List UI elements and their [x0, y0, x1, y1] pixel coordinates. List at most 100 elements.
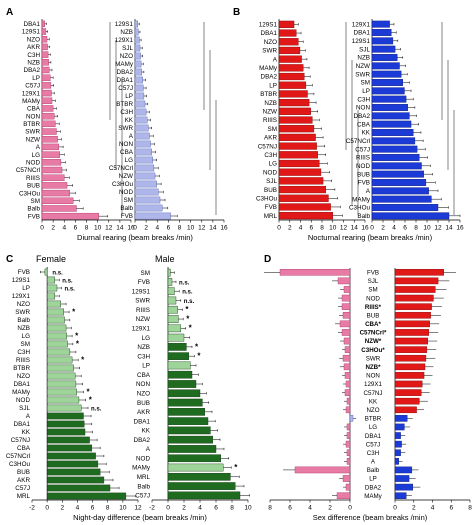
panel-d-category-label: DBA2 [365, 484, 382, 491]
panel-d-category-label: NZO [366, 407, 379, 414]
panel-d-category-label: BTBR [365, 416, 382, 423]
panel-c-male-significance-mark: * [234, 463, 238, 472]
panel-a-female-x-tick-label: 14 [116, 225, 124, 232]
panel-d-night-bar [394, 458, 399, 465]
panel-a-female-bar [41, 74, 51, 81]
panel-c-male-x-tick-label: 4 [198, 505, 202, 512]
panel-b-male-bar [371, 154, 420, 161]
panel-d-day-bar [346, 397, 351, 405]
panel-c-male-category-label: SM [141, 270, 150, 277]
panel-c-female-category-label: NZO [17, 301, 30, 308]
panel-d-category-label: SWR [366, 355, 381, 362]
panel-d-category-label: NZB* [365, 364, 381, 371]
panel-b-male-bar [371, 162, 422, 170]
panel-a-male-category-label: NZW [119, 173, 133, 180]
panel-c-male-bar [167, 435, 213, 444]
panel-b-male-bar [371, 179, 427, 186]
panel-a-x-axis-title: Diurnal rearing (beam breaks /min) [77, 233, 193, 242]
panel-c-female-significance-mark: * [76, 339, 80, 348]
panel-b-male-category-label: SM [361, 80, 370, 87]
panel-b-female-category-label: BTBR [260, 91, 277, 98]
panel-b-female-bar [278, 185, 326, 194]
panel-c-male-category-label: SWR [135, 298, 150, 305]
panel-c-male-significance-mark: * [195, 342, 199, 351]
panel-d-category-label: RIIIS* [365, 304, 382, 311]
panel-c-male-category-label: DBA1 [134, 418, 151, 425]
panel-a-female-category-label: 129X1 [22, 90, 41, 97]
panel-a-female-x-tick-label: 16 [127, 225, 135, 232]
panel-a-male-bar [134, 20, 138, 28]
panel-b-male-category-label: RIIIS [356, 155, 370, 162]
panel-a-male-bar [134, 172, 156, 180]
panel-c-female-significance-mark: * [81, 355, 85, 364]
panel-c-male-bar [167, 315, 179, 323]
panel-d-night-bar [394, 415, 408, 422]
panel-a-male-bar [134, 84, 144, 92]
panel-d-day-bar [343, 337, 351, 345]
panel-b-male-bar [371, 129, 414, 136]
panel-a-male-bar [134, 100, 146, 108]
panel-d-night-bar [394, 354, 427, 362]
panel-b-male-category-label: MAMy [352, 196, 371, 203]
panel-a-male-category-label: C3H [120, 109, 133, 116]
heading-female: Female [36, 254, 66, 264]
panel-c-female-bar [46, 468, 101, 476]
panel-d-day-bar [341, 329, 351, 336]
panel-d-day-bar [345, 406, 351, 414]
panel-d-category-label: FVB [367, 269, 379, 276]
panel-c-female-bar [46, 492, 127, 500]
panel-d-day-bar [343, 363, 351, 371]
panel-b-male-category-label: SJL [359, 46, 370, 53]
panel-a-male-category-label: SJL [122, 45, 133, 52]
panel-c-male-category-label: NZO [137, 390, 150, 397]
panel-a-male-bar [134, 108, 147, 116]
panel-d-night-bar [394, 286, 436, 293]
panel-a-female-category-label: NOD [26, 160, 40, 167]
panel-b-female-bar [278, 55, 302, 63]
panel-d-category-label: C57NJ [364, 390, 383, 397]
panel-b-female-bar [278, 177, 324, 185]
panel-c-male-category-label: LP [142, 363, 150, 370]
panel-c-female-bar [46, 340, 68, 348]
panel-a-female-x-tick-label: 10 [94, 225, 102, 232]
panel-b-male-bar [371, 137, 416, 145]
panel-d-day-bar [341, 294, 351, 302]
panel-c-female-bar [46, 364, 74, 372]
panel-c-female-bar [46, 396, 80, 404]
panel-c-male-bar [167, 268, 171, 277]
panel-a-male-bar [134, 44, 141, 52]
panel-a-male-x-tick-label: 10 [187, 225, 195, 232]
panel-b-female-bar [278, 133, 316, 141]
panel-label-d: D [264, 254, 271, 265]
panel-c-female-significance-mark: * [75, 331, 79, 340]
panel-c-male-bar [167, 417, 209, 425]
panel-c-male-significance-mark: * [189, 324, 193, 333]
panel-b-male-x-tick-label: 12 [434, 225, 442, 232]
panel-a-male-bar [134, 148, 152, 156]
panel-a-female-bar [41, 143, 59, 151]
panel-c-female-category-label: MRL [17, 493, 31, 500]
panel-b-female-category-label: SJL [266, 178, 277, 185]
panel-c-female-bar [46, 436, 90, 444]
panel-d-day-bar [341, 303, 351, 310]
panel-c-female-category-label: LP [22, 285, 30, 292]
panel-b-male-bar [371, 204, 439, 211]
panel-c-female-category-label: C57NCrl [6, 453, 30, 460]
panel-b-male-x-tick-label: 4 [392, 225, 396, 232]
panel-d-day-bar [349, 415, 354, 422]
panel-b-female-bar [278, 116, 313, 124]
panel-c-female-x-tick-label: 6 [91, 505, 95, 512]
panel-c-male-bar [167, 491, 241, 500]
panel-c-male-category-label: RIIIS [136, 307, 150, 314]
panel-b-female-bar [278, 194, 329, 202]
panel-c-male-bar [167, 454, 221, 463]
panel-d-category-label: MAMy [364, 493, 382, 500]
panel-a-female-category-label: C57NCrl [16, 167, 40, 174]
panel-c-female-category-label: A [26, 413, 31, 420]
panel-d-category-label: C3HOu* [361, 347, 385, 354]
panel-a-male-category-label: MAMy [115, 61, 134, 68]
panel-c-female-bar [46, 404, 82, 412]
panel-b-male-category-label: CBA [357, 121, 371, 128]
panel-a-female-category-label: SWR [25, 129, 40, 136]
